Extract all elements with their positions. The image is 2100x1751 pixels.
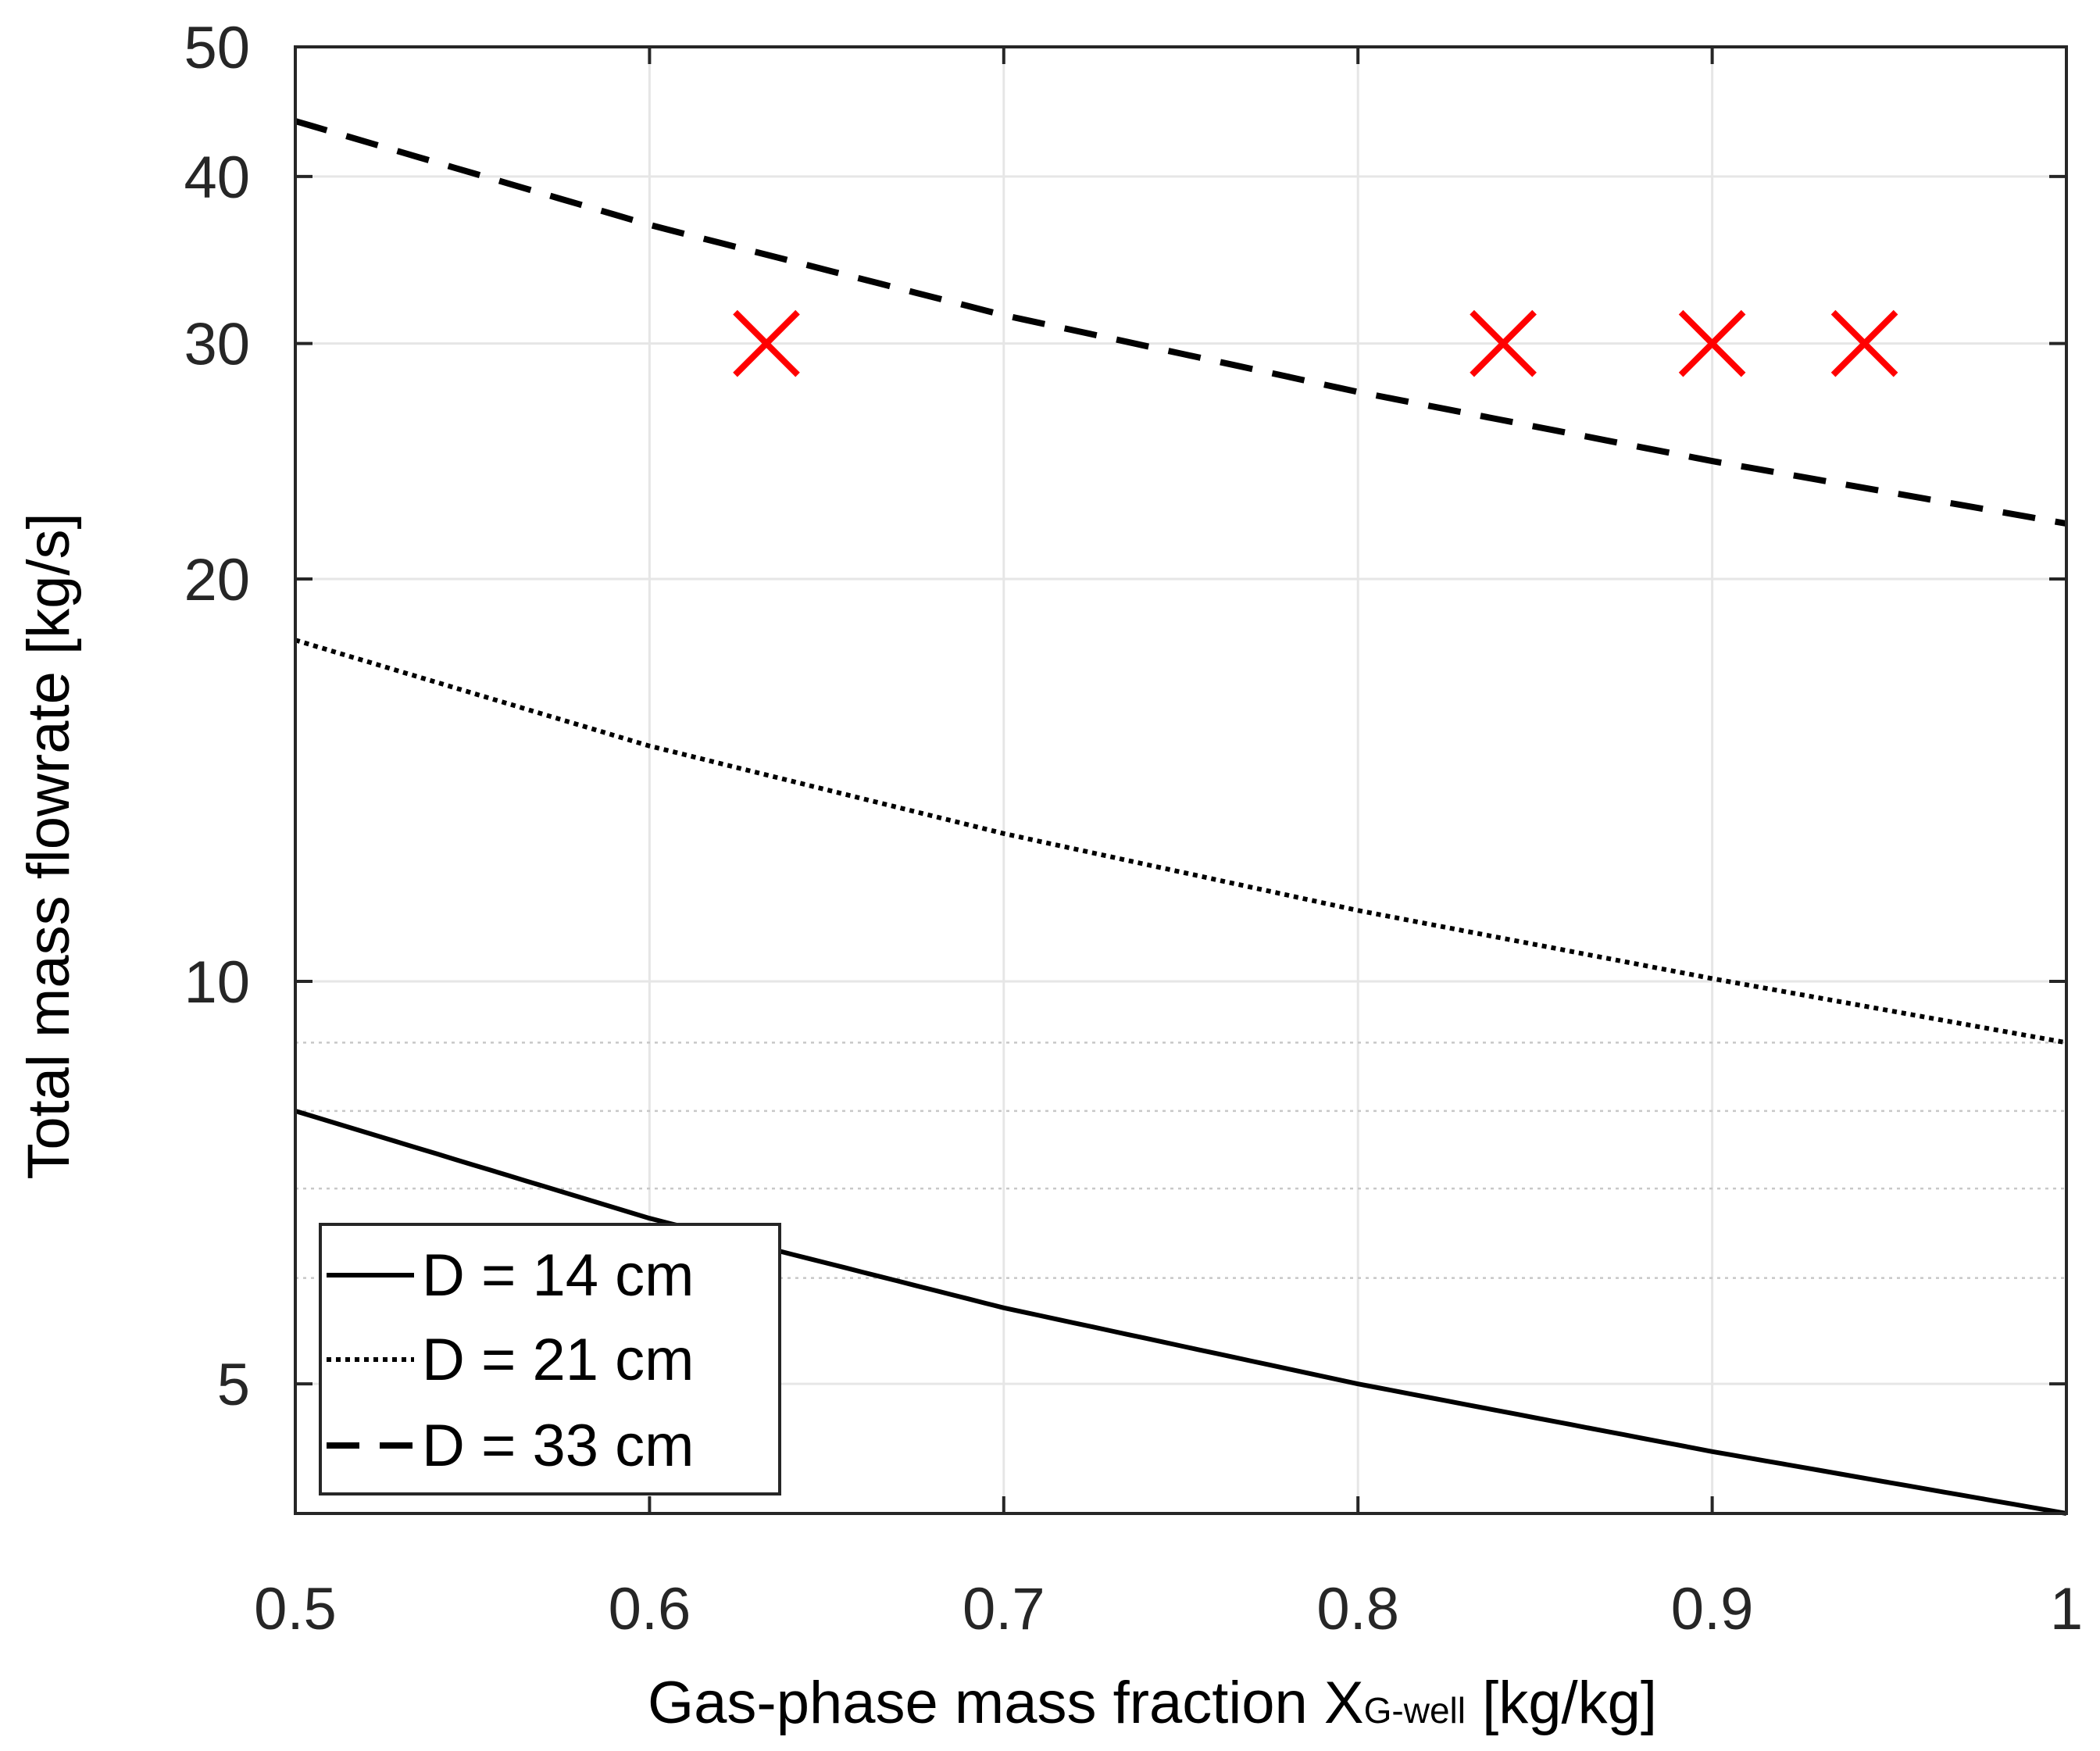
x-tick-label: 0.9 [1671, 1576, 1754, 1642]
marker-x-stroke [1470, 309, 1537, 377]
series-line-3 [294, 118, 2067, 527]
marker-x [1678, 309, 1746, 377]
marker-x [1470, 309, 1537, 377]
marker-x [1830, 309, 1898, 377]
y-tick-label: 30 [184, 312, 250, 378]
axes-box [294, 45, 2068, 1515]
marker-x-stroke [733, 309, 800, 377]
y-tick-label: 20 [184, 547, 250, 613]
y-tick-label: 50 [184, 15, 250, 81]
y-tick-label: 5 [217, 1352, 250, 1418]
series [294, 118, 2067, 1516]
y-tick-label: 40 [184, 145, 250, 211]
x-tick-label: 0.8 [1316, 1576, 1399, 1642]
x-tick-label: 0.7 [962, 1576, 1045, 1642]
marker-x-stroke [1678, 309, 1746, 377]
marker-x [733, 309, 800, 377]
legend-label-d14: D = 14 cm [422, 1242, 694, 1309]
legend-label-d33: D = 33 cm [422, 1413, 694, 1479]
x-tick-label: 1 [2050, 1576, 2083, 1642]
marker-x-stroke [1830, 309, 1898, 377]
x-tick-label: 0.5 [254, 1576, 337, 1642]
x-tick-label: 0.6 [609, 1576, 691, 1642]
legend: D = 14 cm D = 21 cm D = 33 cm [319, 1223, 781, 1495]
x-axis-label-subscript: G-well [1364, 1690, 1466, 1731]
x-axis-label: Gas-phase mass fraction XG-well [kg/kg] [648, 1670, 1657, 1736]
legend-label-d21: D = 21 cm [422, 1327, 694, 1393]
y-tick-label: 10 [184, 949, 250, 1016]
markers [733, 309, 1898, 377]
ticks: 0.5 0.6 0.7 0.8 0.9 1 5 10 20 30 40 50 [184, 15, 2083, 1642]
series-line-1 [295, 1109, 2067, 1516]
y-axis-label: Total mass flowrate [kg/s] [16, 513, 82, 1179]
